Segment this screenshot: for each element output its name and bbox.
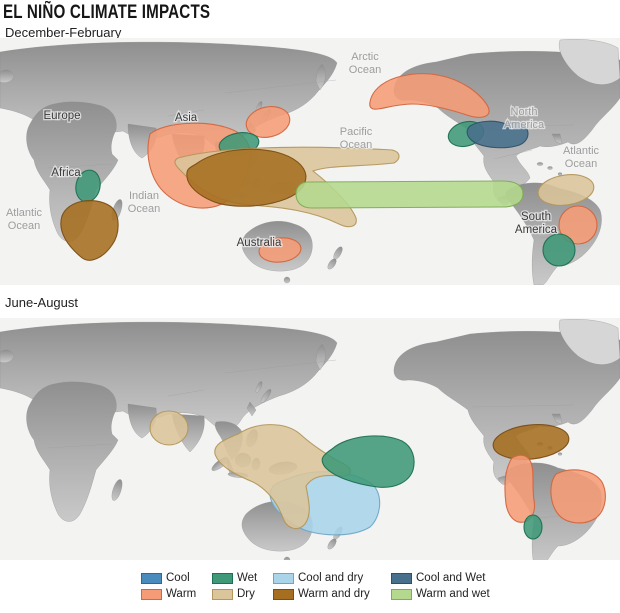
legend-label-cool: Cool	[166, 572, 190, 584]
legend-swatch-dry	[212, 588, 233, 600]
region-uruguay-argentina	[542, 233, 576, 267]
legend-item-warm_dry: Warm and dry	[273, 588, 370, 600]
map-label-australia: Australia	[237, 237, 282, 249]
legend-swatch-warm_wet	[391, 588, 412, 600]
map-label-north-america: North America	[504, 106, 545, 131]
region-southern-us	[466, 120, 529, 149]
legend-item-cool_dry: Cool and dry	[273, 572, 363, 584]
region-southeast-brazil	[558, 205, 598, 245]
season-label-june-august: June-August	[5, 295, 78, 310]
map-label-south-america: South America	[515, 211, 558, 236]
legend-item-warm_wet: Warm and wet	[391, 588, 490, 600]
legend: Cool Wet Cool and dry Cool and Wet Warm Dry Wa…	[0, 560, 620, 613]
region-central-chile	[523, 514, 543, 540]
region-central-america-caribbean	[492, 424, 570, 460]
page-title: EL NIÑO CLIMATE IMPACTS	[3, 2, 211, 23]
region-southern-africa	[60, 200, 119, 261]
map-label-arctic-ocean: Arctic Ocean	[349, 51, 381, 76]
map-label-atlantic-ocean: Atlantic Ocean	[6, 207, 43, 232]
region-central-pacific	[321, 435, 415, 488]
region-eastern-brazil	[550, 469, 606, 524]
season-label-december-february: December-February	[5, 25, 122, 40]
legend-label-dry: Dry	[237, 588, 255, 600]
legend-swatch-wet	[212, 572, 233, 584]
region-equatorial-pacific	[295, 180, 524, 209]
impact-regions-june-august	[149, 410, 606, 540]
region-japan	[245, 106, 291, 138]
legend-label-warm_dry: Warm and dry	[298, 588, 370, 600]
legend-item-cool: Cool	[141, 572, 190, 584]
legend-label-cool_dry: Cool and dry	[298, 572, 364, 584]
region-maritime-east-australia	[214, 424, 351, 530]
map-label-africa: Africa	[51, 167, 81, 179]
region-western-south-america	[504, 454, 536, 523]
legend-item-wet: Wet	[212, 572, 257, 584]
legend-swatch-cool	[141, 572, 162, 584]
legend-swatch-cool_wet	[391, 572, 412, 584]
legend-swatch-warm	[141, 588, 162, 600]
legend-label-warm: Warm	[166, 588, 197, 600]
legend-item-cool_wet: Cool and Wet	[391, 572, 485, 584]
header: EL NIÑO CLIMATE IMPACTS December-Februar…	[0, 0, 620, 40]
impact-regions-december-february	[60, 73, 598, 267]
region-alaska-west-canada	[369, 73, 490, 118]
legend-item-warm: Warm	[141, 588, 196, 600]
legend-label-cool_wet: Cool and Wet	[416, 572, 486, 584]
region-northern-south-america	[537, 174, 595, 206]
map-label-asia: Asia	[175, 112, 198, 124]
map-labels-december-february: Arctic Ocean Pacific Ocean Atlantic Ocean Indi…	[5, 50, 601, 251]
legend-label-warm_wet: Warm and wet	[416, 588, 490, 600]
legend-swatch-cool_dry	[273, 572, 294, 584]
map-june-august	[0, 318, 620, 560]
map-label-pacific-ocean: Pacific Ocean	[340, 126, 373, 151]
legend-row-2: Warm Dry Warm and dry Warm and wet	[0, 588, 620, 603]
map-label-atlantic-ocean: Atlantic Ocean	[563, 145, 600, 170]
region-india	[149, 410, 189, 446]
region-maritime-continent	[186, 148, 307, 207]
map-label-indian-ocean: Indian Ocean	[128, 190, 160, 215]
legend-item-dry: Dry	[212, 588, 255, 600]
legend-swatch-warm_dry	[273, 588, 294, 600]
map-label-europe: Europe	[43, 110, 80, 122]
legend-row-1: Cool Wet Cool and dry Cool and Wet	[0, 572, 620, 587]
map-december-february: Arctic Ocean Pacific Ocean Atlantic Ocean Indi…	[0, 38, 620, 285]
region-southeast-australia	[258, 237, 302, 263]
legend-label-wet: Wet	[237, 572, 258, 584]
